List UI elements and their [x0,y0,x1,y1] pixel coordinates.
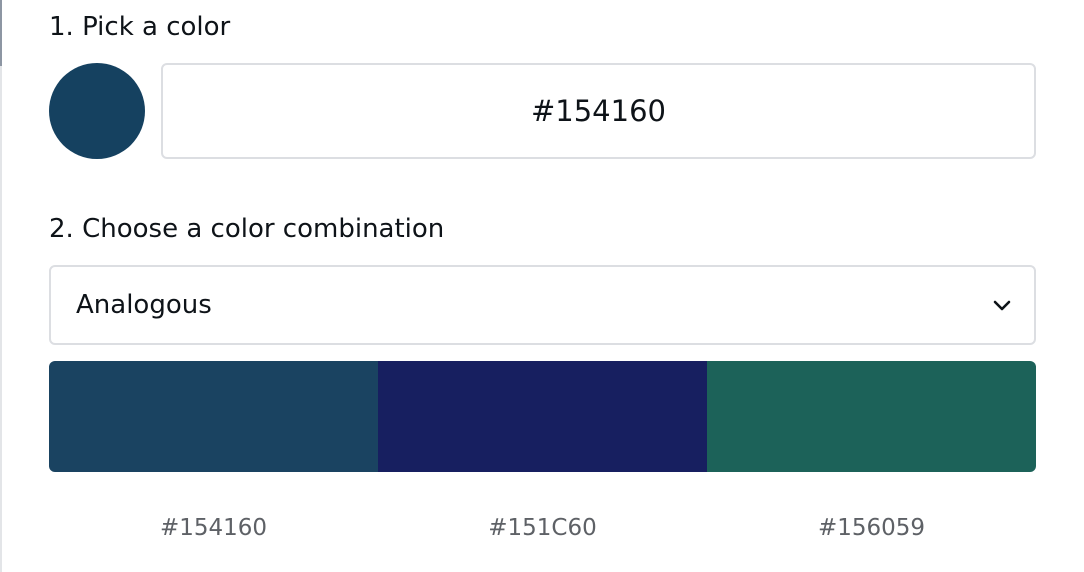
step1-label: 1. Pick a color [49,12,231,42]
palette-swatch-1[interactable] [49,361,378,472]
combination-select-value: Analogous [76,290,212,320]
step2-label: 2. Choose a color combination [49,214,445,244]
palette-swatch-3[interactable] [707,361,1036,472]
palette-hex-label-2: #151C60 [488,515,597,541]
palette-hex-labels: #154160 #151C60 #156059 [49,511,1036,545]
palette-swatch-2[interactable] [378,361,707,472]
panel-divider [0,0,2,572]
scrollbar-thumb[interactable] [0,0,2,66]
combination-select[interactable]: Analogous [49,265,1036,345]
palette-hex-label-3: #156059 [817,515,926,541]
color-picker-swatch[interactable] [49,63,145,159]
color-palette [49,361,1036,472]
chevron-down-icon [993,300,1011,311]
palette-hex-label-1: #154160 [159,515,268,541]
hex-color-input[interactable] [161,63,1036,159]
